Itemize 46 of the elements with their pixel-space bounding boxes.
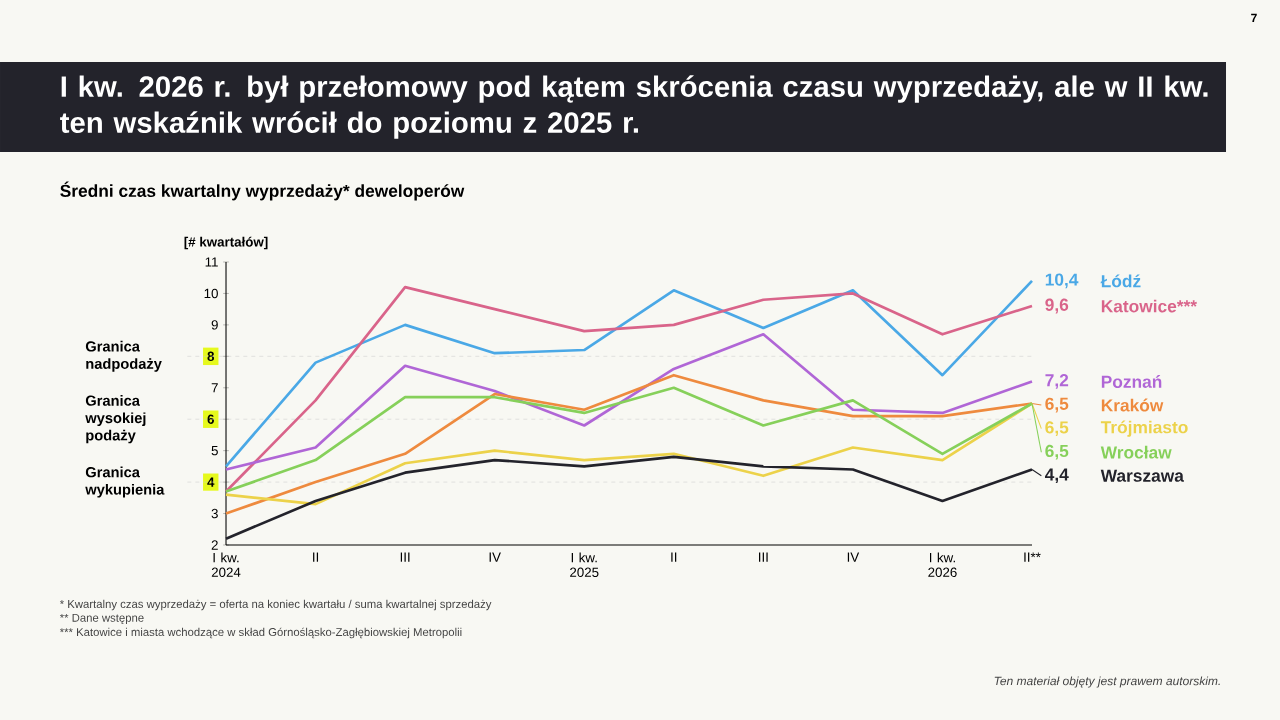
line-series bbox=[224, 332, 1034, 471]
x-tick-label: I kw. 2025 bbox=[570, 552, 599, 577]
x-tick-label: IV bbox=[847, 552, 860, 562]
text: ** Dane wstępne bbox=[59, 613, 144, 625]
x-tick-label: I kw. 2024 bbox=[211, 552, 241, 577]
y-tick-label: 8 bbox=[207, 351, 215, 362]
data-label: 6,5 bbox=[1045, 421, 1069, 437]
text: * Kwartalny czas wyprzedaży = oferta na koniec kwartału / suma kwartalnej sprzedaży bbox=[59, 599, 492, 611]
y-tick-label: 10 bbox=[204, 288, 218, 299]
text: Kraków bbox=[1101, 398, 1164, 412]
text: Katowice*** bbox=[1101, 299, 1198, 313]
text: 7 bbox=[1251, 13, 1257, 23]
x-tick-label: II bbox=[671, 552, 677, 562]
ref-line-label: Granica nadpodaży bbox=[85, 340, 162, 372]
data-label: 6,5 bbox=[1045, 444, 1069, 460]
text: Trójmiasto bbox=[1100, 420, 1188, 437]
text: Łódź bbox=[1100, 274, 1141, 288]
ref-line-label: Granica wykupienia bbox=[85, 466, 165, 498]
y-tick-label: 7 bbox=[211, 383, 218, 393]
data-label: 10,4 bbox=[1045, 273, 1079, 289]
x-tick-label: II bbox=[313, 552, 319, 562]
y-axis-title: [# kwartałów] bbox=[184, 236, 268, 250]
y-tick-label: 4 bbox=[207, 477, 215, 487]
text: Ten materiał objęty jest prawem autorskim. bbox=[994, 676, 1220, 688]
data-label: 6,5 bbox=[1045, 397, 1069, 413]
data-label: 4,4 bbox=[1044, 468, 1069, 484]
y-tick-label: 9 bbox=[211, 320, 218, 330]
x-tick-label: III bbox=[400, 552, 410, 562]
text: Poznań bbox=[1101, 375, 1162, 388]
x-tick-label: III bbox=[759, 552, 768, 562]
text: Wrocław bbox=[1100, 445, 1172, 459]
y-tick-label: 3 bbox=[211, 508, 218, 519]
chart-title: I kw. 2026 r. był przełomowy pod kątem skrócenia czasu wyprzedaży, ale w II kw. ten wskaźnik wrócił do poziomu z 2025 r. bbox=[60, 75, 1208, 139]
x-tick-label: II** bbox=[1024, 552, 1041, 562]
text: *** Katowice i miasta wchodzące w skład Górnośląsko-Zagłębiowskiej Metropolii bbox=[59, 627, 462, 639]
x-tick-label: I kw. 2026 bbox=[928, 552, 957, 577]
y-tick-label: 5 bbox=[211, 446, 218, 456]
text: Warszawa bbox=[1100, 469, 1184, 482]
y-tick-label: 11 bbox=[205, 257, 218, 267]
data-label: 7,2 bbox=[1045, 374, 1069, 389]
chart-subtitle: Średni czas kwartalny wyprzedaży* deweloperów bbox=[60, 181, 465, 201]
ref-line-label: Granica wysokiej podaży bbox=[85, 395, 146, 444]
data-label: 9,6 bbox=[1045, 298, 1069, 314]
y-tick-label: 2 bbox=[211, 540, 218, 550]
x-tick-label: IV bbox=[489, 552, 501, 562]
y-tick-label: 6 bbox=[207, 414, 214, 424]
